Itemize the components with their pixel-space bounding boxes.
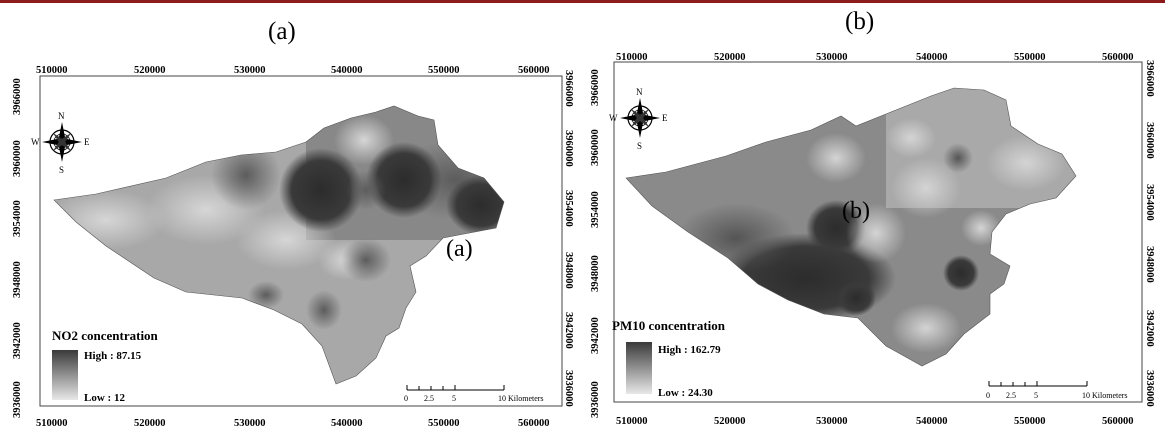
tick-label: 3942000 [563, 312, 574, 349]
top-border [0, 0, 1165, 3]
tick-label: 510000 [36, 65, 68, 76]
tick-label: 560000 [518, 418, 550, 429]
tick-label: 510000 [616, 52, 648, 63]
tick-label: 530000 [234, 65, 266, 76]
tick-label: 3954000 [590, 191, 601, 228]
legend-a: NO2 concentration High : 87.15 Low : 12 [52, 328, 159, 404]
tick-label: 520000 [714, 52, 746, 63]
tick-label: 540000 [331, 418, 363, 429]
legend-low: Low : 24.30 [658, 387, 713, 399]
y-axis-right-b: 3966000 3960000 3954000 3948000 3942000 … [1144, 60, 1155, 407]
scale-label: 5 [1034, 391, 1038, 400]
map-inner-label-b: (b) [842, 198, 870, 224]
map-panel-b: 510000 520000 530000 540000 550000 56000… [590, 52, 1155, 427]
tick-label: 3942000 [1144, 310, 1155, 347]
tick-label: 3948000 [563, 252, 574, 289]
tick-label: 3954000 [563, 190, 574, 227]
tick-label: 3960000 [590, 129, 601, 166]
tick-label: 3966000 [590, 69, 601, 106]
legend-high: High : 162.79 [658, 344, 721, 356]
tick-label: 550000 [428, 418, 460, 429]
tick-label: 530000 [816, 416, 848, 427]
tick-label: 3960000 [563, 130, 574, 167]
legend-title: NO2 concentration [52, 328, 159, 343]
map-inner-label-a: (a) [446, 236, 473, 262]
x-axis-bottom-b: 510000 520000 530000 540000 550000 56000… [616, 416, 1134, 427]
legend-ramp [52, 350, 78, 400]
y-axis-left-a: 3966000 3960000 3954000 3948000 3942000 … [12, 78, 23, 418]
tick-label: 520000 [714, 416, 746, 427]
x-axis-bottom-a: 510000 520000 530000 540000 550000 56000… [36, 418, 550, 429]
scale-label: 10 Kilometers [1082, 391, 1128, 400]
tick-label: 560000 [518, 65, 550, 76]
north-arrow-icon: N S E W [609, 87, 668, 151]
north-arrow-icon: N S E W [31, 111, 90, 175]
legend-ramp [626, 342, 652, 394]
y-axis-left-b: 3966000 3960000 3954000 3948000 3942000 … [590, 69, 601, 418]
tick-label: 3966000 [563, 70, 574, 107]
tick-label: 3960000 [1144, 122, 1155, 159]
tick-label: 3954000 [1144, 184, 1155, 221]
tick-label: 3942000 [12, 322, 23, 359]
tick-label: 510000 [36, 418, 68, 429]
legend-title: PM10 concentration [612, 318, 726, 333]
scale-label: 5 [452, 394, 456, 403]
x-axis-top-a: 510000 520000 530000 540000 550000 56000… [36, 65, 550, 76]
north-label: N [636, 87, 643, 97]
tick-label: 510000 [616, 416, 648, 427]
tick-label: 3948000 [12, 261, 23, 298]
tick-label: 3942000 [590, 317, 601, 354]
west-label: W [31, 137, 40, 147]
scale-label: 2.5 [424, 394, 434, 403]
tick-label: 550000 [1014, 416, 1046, 427]
tick-label: 550000 [1014, 52, 1046, 63]
scale-label: 10 Kilometers [498, 394, 544, 403]
tick-label: 560000 [1102, 52, 1134, 63]
scale-label: 0 [404, 394, 408, 403]
tick-label: 540000 [331, 65, 363, 76]
east-label: E [662, 113, 668, 123]
tick-label: 3948000 [590, 255, 601, 292]
x-axis-top-b: 510000 520000 530000 540000 550000 56000… [616, 52, 1134, 63]
panel-label-a: (a) [268, 18, 296, 45]
west-label: W [609, 113, 618, 123]
east-label: E [84, 137, 90, 147]
tick-label: 3966000 [12, 78, 23, 115]
legend-low: Low : 12 [84, 392, 125, 404]
south-label: S [637, 141, 642, 151]
south-label: S [59, 165, 64, 175]
tick-label: 560000 [1102, 416, 1134, 427]
tick-label: 530000 [234, 418, 266, 429]
tick-label: 3936000 [1144, 370, 1155, 407]
panel-label-b: (b) [845, 8, 875, 35]
scale-label: 0 [986, 391, 990, 400]
tick-label: 3954000 [12, 200, 23, 237]
map-panel-a: 510000 520000 530000 540000 550000 56000… [12, 65, 574, 429]
tick-label: 540000 [916, 52, 948, 63]
legend-b: PM10 concentration High : 162.79 Low : 2… [612, 318, 726, 399]
tick-label: 530000 [816, 52, 848, 63]
scale-label: 2.5 [1006, 391, 1016, 400]
tick-label: 3936000 [12, 381, 23, 418]
scale-bar-b: 0 2.5 5 10 Kilometers [986, 381, 1128, 400]
tick-label: 3936000 [590, 381, 601, 418]
tick-label: 3948000 [1144, 246, 1155, 283]
tick-label: 550000 [428, 65, 460, 76]
tick-label: 540000 [916, 416, 948, 427]
y-axis-right-a: 3966000 3960000 3954000 3948000 3942000 … [563, 70, 574, 407]
scale-bar-a: 0 2.5 5 10 Kilometers [404, 385, 544, 403]
north-label: N [58, 111, 65, 121]
tick-label: 3960000 [12, 140, 23, 177]
tick-label: 3936000 [563, 370, 574, 407]
tick-label: 520000 [134, 418, 166, 429]
legend-high: High : 87.15 [84, 350, 142, 362]
tick-label: 520000 [134, 65, 166, 76]
tick-label: 3966000 [1144, 60, 1155, 97]
